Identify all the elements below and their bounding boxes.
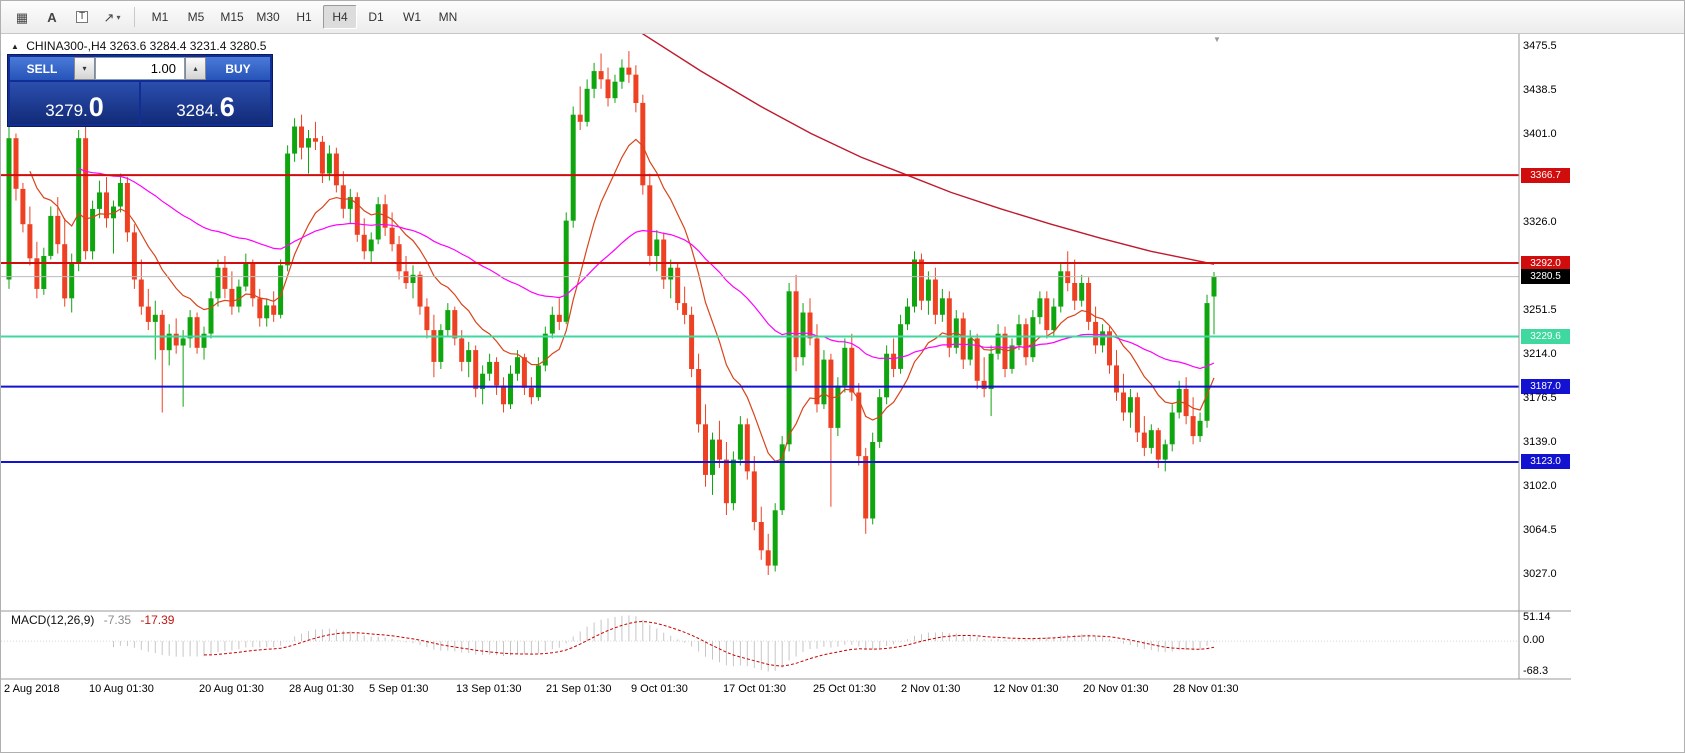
price-axis-tick[interactable]: 3438.5 [1523, 83, 1557, 96]
timeframe-m15[interactable]: M15 [220, 10, 244, 24]
text-label-icon: T [75, 11, 89, 23]
one-click-trade-panel: SELL ▾ ▴ BUY 3279. 0 3284. 6 [7, 54, 273, 127]
price-level-tag: 3229.6 [1521, 328, 1570, 344]
text-a-icon-button[interactable]: A [39, 4, 65, 30]
price-axis-tick[interactable]: 3326.0 [1523, 216, 1557, 228]
volume-input[interactable] [95, 57, 185, 80]
volume-dropdown-button[interactable]: ▾ [74, 57, 95, 80]
buy-price-big-digit: 6 [219, 92, 235, 123]
price-axis-tick[interactable]: 3102.0 [1523, 479, 1557, 492]
price-axis-tick[interactable]: 3064.5 [1523, 523, 1557, 536]
price-axis-tick[interactable]: 3027.0 [1523, 568, 1557, 580]
chevron-down-icon: ▾ [116, 12, 121, 22]
symbol-name: CHINA300-,H4 [26, 39, 107, 53]
buy-button[interactable]: BUY [206, 57, 270, 80]
time-axis-label[interactable]: 13 Sep 01:30 [456, 683, 522, 695]
chart-symbol-header: ▲ CHINA300-,H4 3263.6 3284.4 3231.4 3280… [11, 39, 266, 53]
price-level-tag: 3366.7 [1521, 167, 1570, 183]
time-axis-label[interactable]: 9 Oct 01:30 [631, 683, 688, 695]
toolbar-separator [134, 7, 135, 27]
timeframe-h1[interactable]: H1 [296, 10, 312, 24]
price-axis-tick[interactable]: 3214.0 [1523, 347, 1557, 360]
time-axis-label[interactable]: 20 Nov 01:30 [1083, 683, 1149, 695]
time-axis-label[interactable]: 2 Aug 2018 [4, 683, 60, 695]
buy-price-display[interactable]: 3284. 6 [141, 82, 270, 124]
text-a-icon: A [47, 9, 57, 25]
chevron-up-icon: ▴ [193, 64, 198, 73]
time-axis-label[interactable]: 25 Oct 01:30 [813, 683, 876, 695]
macd-name: MACD(12,26,9) [11, 613, 95, 627]
sell-button[interactable]: SELL [10, 57, 74, 80]
price-level-tag: 3123.0 [1521, 454, 1570, 470]
collapse-arrow-icon[interactable]: ▲ [11, 42, 19, 51]
price-level-tag: 3292.0 [1521, 255, 1570, 271]
macd-axis-label: 51.14 [1523, 611, 1551, 623]
timeframe-d1[interactable]: D1 [368, 10, 384, 24]
time-axis-label[interactable]: 12 Nov 01:30 [993, 683, 1059, 695]
price-axis-tick[interactable]: 3401.0 [1523, 127, 1557, 140]
price-axis-tick[interactable]: 3176.5 [1523, 392, 1557, 404]
chevron-down-icon: ▾ [82, 64, 87, 73]
price-level-tag: 3280.5 [1521, 269, 1570, 285]
sell-price-big-digit: 0 [88, 92, 104, 123]
price-axis-tick[interactable]: 3139.0 [1523, 436, 1557, 449]
timeframe-w1[interactable]: W1 [403, 10, 421, 24]
buy-price-main: 3284. [176, 101, 219, 120]
time-axis-label[interactable]: 28 Nov 01:30 [1173, 683, 1239, 695]
candlestick-chart[interactable] [1, 34, 1571, 701]
arrow-tools-dropdown[interactable]: ↗ ▾ [99, 4, 125, 30]
chart-shift-marker[interactable]: ▼ [1213, 35, 1221, 44]
time-axis-label[interactable]: 5 Sep 01:30 [369, 683, 429, 695]
text-label-icon-button[interactable]: T [69, 4, 95, 30]
time-axis-label[interactable]: 21 Sep 01:30 [546, 683, 612, 695]
arrow-tools-icon: ↗ [103, 9, 115, 25]
macd-main-value: -7.35 [103, 613, 132, 627]
sell-price-display[interactable]: 3279. 0 [10, 82, 139, 124]
time-axis-label[interactable]: 10 Aug 01:30 [89, 683, 154, 695]
timeframe-h4[interactable]: H4 [323, 5, 357, 29]
timeframe-mn[interactable]: MN [438, 10, 458, 24]
grid-dots-icon-button[interactable]: ▦ [9, 4, 35, 30]
sell-price-main: 3279. [45, 101, 88, 120]
time-axis-label[interactable]: 2 Nov 01:30 [901, 683, 961, 695]
time-axis-label[interactable]: 17 Oct 01:30 [723, 683, 786, 695]
time-axis-label[interactable]: 20 Aug 01:30 [199, 683, 264, 695]
toolbar: ▦ A T ↗ ▾ M1 M5 M15 M30 H1 H4 D1 W1 MN [1, 1, 1684, 34]
price-axis-tick[interactable]: 3251.5 [1523, 303, 1557, 316]
timeframe-toolbar: M1 M5 M15 M30 H1 H4 D1 W1 MN [142, 5, 466, 29]
macd-axis-label: -68.3 [1523, 665, 1549, 677]
price-axis-tick[interactable]: 3475.5 [1523, 40, 1557, 52]
timeframe-m30[interactable]: M30 [256, 10, 280, 24]
timeframe-m5[interactable]: M5 [187, 10, 205, 24]
ohlc-values: 3263.6 3284.4 3231.4 3280.5 [109, 39, 267, 53]
timeframe-m1[interactable]: M1 [151, 10, 169, 24]
volume-up-button[interactable]: ▴ [185, 57, 206, 80]
macd-signal-value: -17.39 [140, 613, 175, 627]
price-level-tag: 3187.0 [1521, 379, 1570, 395]
macd-axis-label: 0.00 [1523, 634, 1545, 646]
macd-indicator-label: MACD(12,26,9) -7.35 -17.39 [11, 613, 174, 627]
grid-dots-icon: ▦ [15, 9, 29, 25]
time-axis-label[interactable]: 28 Aug 01:30 [289, 683, 354, 695]
